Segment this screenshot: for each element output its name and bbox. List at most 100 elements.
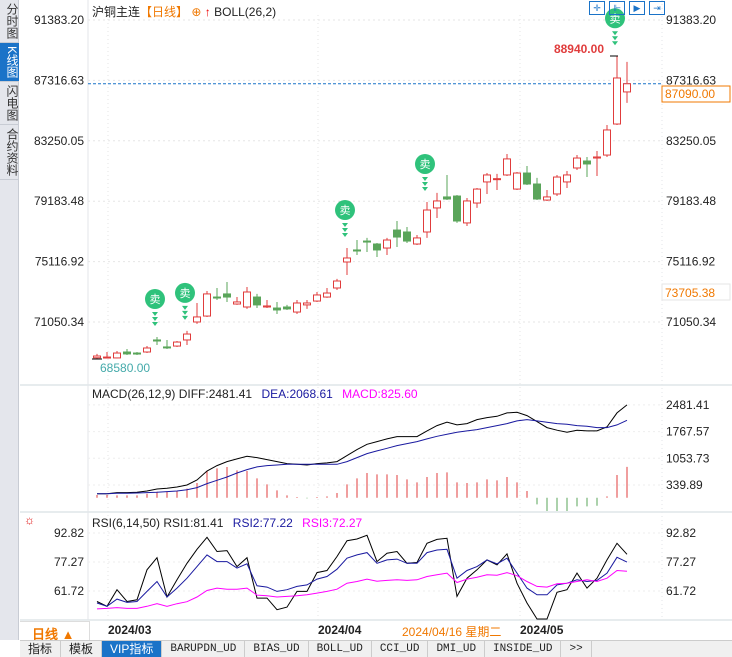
play-range-icon[interactable]: ▶	[629, 1, 645, 15]
candle-body	[553, 176, 561, 195]
sidebar-tab-flash[interactable]: 闪电图	[0, 82, 19, 126]
high-price-label: 88940.00	[554, 42, 604, 56]
candle-body	[453, 195, 461, 222]
candle-body	[193, 316, 201, 323]
price-tick-left: 71050.34	[34, 315, 84, 329]
candle-body	[313, 294, 321, 302]
candle-body	[253, 296, 261, 306]
candle-body	[583, 160, 591, 165]
indicator-tab[interactable]: BARUPDN_UD	[162, 641, 246, 657]
sell-signal-icon	[175, 282, 195, 303]
price-tick-left: 79183.48	[34, 194, 84, 208]
sell-arrow-icon	[612, 31, 618, 36]
sell-signal-label: 卖	[420, 158, 431, 171]
period-selector[interactable]: 日线 ▲	[20, 621, 90, 642]
price-tick-right: 75116.92	[666, 255, 715, 269]
indicator-tab[interactable]: 模板	[61, 641, 103, 657]
sell-arrow-icon	[612, 36, 618, 41]
candle-body	[223, 293, 231, 298]
macd-title: MACD(26,12,9)	[92, 387, 176, 401]
sell-signal-label: 卖	[610, 12, 621, 25]
candle-body	[323, 292, 331, 298]
candle-body	[543, 196, 551, 201]
candle-body	[533, 183, 541, 200]
candle-body	[613, 77, 621, 125]
price-tick-right: 79183.48	[666, 194, 716, 208]
add-icon[interactable]: ⊕	[191, 5, 202, 19]
candle-body	[563, 174, 571, 183]
candle-body	[393, 229, 401, 238]
candle-body	[353, 249, 361, 252]
date-label: 2024/03	[108, 623, 152, 637]
candle-body	[523, 172, 531, 185]
price-mark-box	[661, 283, 731, 301]
indicator-tab[interactable]: INSIDE_UD	[485, 641, 562, 657]
sell-signal-icon	[145, 288, 165, 309]
candle-body	[443, 196, 451, 200]
current-price-box	[661, 85, 731, 103]
candle-body	[593, 156, 601, 159]
sidebar-tab-kline[interactable]: K线图	[0, 43, 19, 83]
candle-body	[123, 351, 131, 355]
arrow-up-icon[interactable]: ↑	[204, 5, 211, 19]
zoom-range-icon[interactable]: ⊩	[609, 1, 625, 15]
rsi2-line	[96, 548, 628, 607]
candle-body	[493, 178, 501, 181]
indicator-tab[interactable]: >>	[561, 641, 592, 657]
date-label: 2024/05	[520, 623, 564, 637]
candle-body	[473, 188, 481, 204]
candle-body	[333, 280, 341, 289]
sell-arrow-icon	[422, 186, 428, 191]
indicator-tab[interactable]: CCI_UD	[372, 641, 429, 657]
price-tick-right: 83250.05	[666, 134, 716, 148]
low-price-label: 68580.00	[100, 361, 150, 375]
price-mark-label: 73705.38	[665, 286, 715, 300]
sell-signal-label: 卖	[150, 293, 161, 306]
crosshair-icon[interactable]: ✛	[589, 1, 605, 15]
current-price-label: 87090.00	[665, 87, 715, 101]
dea-value: DEA:2068.61	[261, 387, 333, 401]
sell-arrow-icon	[182, 310, 188, 315]
indicator-tab[interactable]: BOLL_UD	[309, 641, 372, 657]
rsi-tick-left: 61.72	[54, 584, 84, 598]
candle-body	[173, 341, 181, 347]
price-tick-left: 83250.05	[34, 134, 84, 148]
candle-body	[263, 305, 271, 308]
sell-signal-icon	[335, 200, 355, 221]
indicator-tab[interactable]: 指标	[20, 641, 62, 657]
candle-body	[233, 301, 241, 305]
sell-arrow-icon	[182, 315, 188, 320]
sell-arrow-icon	[342, 223, 348, 228]
price-tick-right: 87316.63	[666, 73, 716, 87]
price-tick-right: 91383.20	[666, 13, 716, 27]
sidebar: 分时图 K线图 闪电图 合约资料	[0, 0, 19, 640]
rsi-tick-left: 92.82	[54, 526, 84, 540]
sell-arrow-icon	[422, 176, 428, 181]
candle-body	[373, 243, 381, 251]
rsi2-value: RSI2:77.22	[232, 516, 293, 530]
rsi-title: RSI(6,14,50)	[92, 516, 161, 530]
indicator-tab[interactable]: BIAS_UD	[245, 641, 309, 657]
indicator-tab[interactable]: VIP指标	[102, 641, 163, 657]
candle-body	[273, 307, 281, 311]
candle-body	[203, 293, 211, 317]
sell-arrow-icon	[342, 228, 348, 233]
sidebar-tab-timeshare[interactable]: 分时图	[0, 0, 19, 43]
jump-end-icon[interactable]: ⇥	[649, 1, 665, 15]
chart-header: 沪铜主连【日线】 ⊕ ↑ BOLL(26,2)	[92, 3, 276, 20]
candle-body	[513, 172, 521, 190]
sell-signal-label: 卖	[340, 204, 351, 217]
indicator-tab[interactable]: DMI_UD	[428, 641, 486, 657]
chart-canvas[interactable]: 91383.20 91383.20 87316.63 87316.63 83250.05…	[0, 0, 732, 640]
rsi1-value: RSI1:81.41	[163, 516, 224, 530]
cursor-date: 2024/04/16 星期二	[402, 625, 502, 639]
indicator-boll[interactable]: BOLL(26,2)	[214, 5, 277, 19]
diff-line	[97, 404, 628, 495]
dea-line	[97, 419, 628, 495]
settings-icon[interactable]: ☼	[24, 513, 35, 527]
candle-body	[243, 291, 251, 308]
sidebar-tab-contract-info[interactable]: 合约资料	[0, 125, 19, 181]
macd-tick: 1053.73	[666, 451, 710, 465]
candle-body	[603, 129, 611, 156]
diff-value: DIFF:2481.41	[178, 387, 253, 401]
